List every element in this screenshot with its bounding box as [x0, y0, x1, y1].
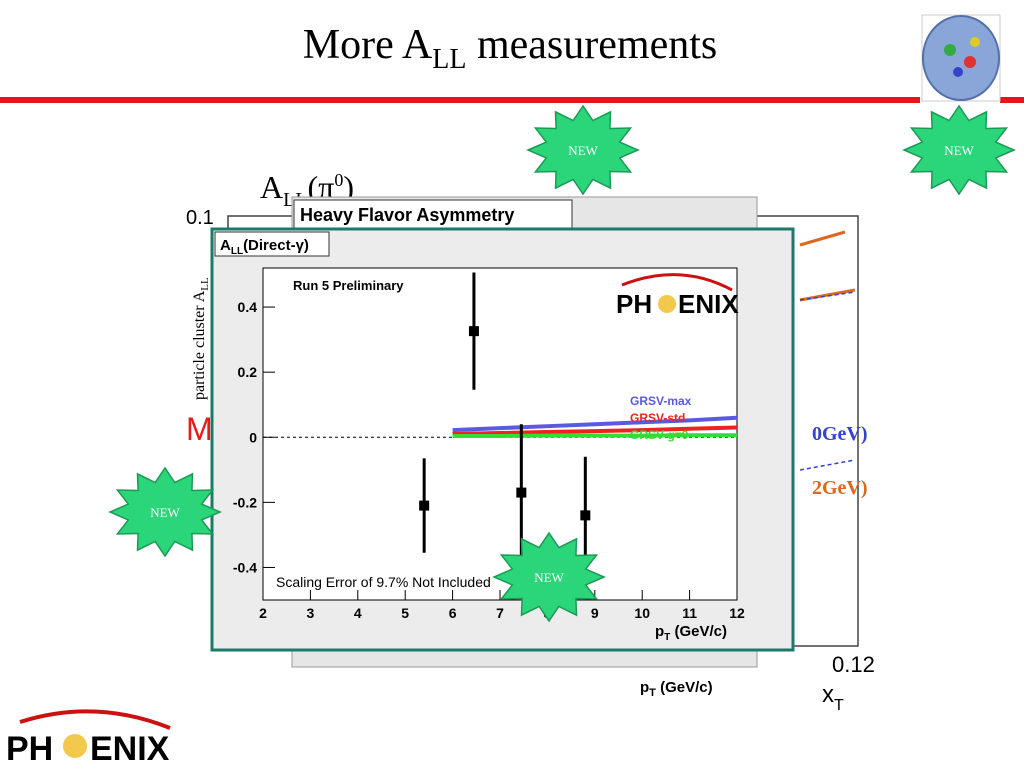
corner-logo — [921, 14, 1001, 102]
chart-title-box — [214, 231, 330, 257]
new-badge — [108, 466, 222, 558]
y-tick-label: 0 — [249, 429, 257, 445]
y-tick-label: -0.4 — [233, 559, 257, 575]
new-badge-label: NEW — [534, 570, 564, 585]
data-point — [580, 510, 591, 521]
note: Scaling Error of 9.7% Not Included — [276, 574, 491, 590]
y-top-label: 0.1 — [186, 207, 214, 229]
x-tick-label: 10 — [634, 605, 650, 621]
x-tick-label: 4 — [354, 605, 362, 621]
x-end-label: 0.12 — [832, 652, 875, 677]
annotation: Run 5 Preliminary — [293, 278, 404, 293]
new-badge-label: NEW — [568, 143, 598, 158]
new-badge — [492, 531, 606, 623]
x-tick-label: 2 — [259, 605, 267, 621]
x-axis-title: pT (GeV/c) — [655, 623, 727, 643]
panel-title: Heavy Flavor Asymmetry — [300, 205, 514, 225]
theory-curve — [452, 433, 737, 438]
x-tick-label: 12 — [729, 605, 745, 621]
legend-label: GRSV-std — [630, 411, 685, 425]
data-point — [516, 487, 527, 498]
data-point — [468, 326, 479, 337]
new-badge — [902, 104, 1016, 196]
chart-title: ALL(Direct-γ) — [220, 237, 309, 257]
x-tick-label: 5 — [401, 605, 409, 621]
x-tick-label: 9 — [591, 605, 599, 621]
slide-title: More ALL measurements — [303, 22, 717, 75]
data-point — [419, 500, 430, 511]
svg-text:ENIX: ENIX — [90, 730, 170, 768]
new-badge-label: NEW — [944, 143, 974, 158]
new-badge-label: NEW — [150, 505, 180, 520]
svg-text:0GeV): 0GeV) — [812, 423, 868, 445]
y-tick-label: 0.4 — [238, 299, 258, 315]
svg-text:2GeV): 2GeV) — [812, 477, 868, 499]
theory-curve — [452, 425, 738, 436]
x-tick-label: 3 — [307, 605, 315, 621]
header-rule — [1000, 97, 1024, 103]
header-rule — [0, 97, 920, 103]
svg-text:PH: PH — [6, 730, 53, 768]
footer-logo: PH ENIX — [6, 709, 171, 768]
svg-text:ENIX: ENIX — [678, 289, 739, 319]
chart-logo: PH ENIX — [616, 273, 739, 319]
y-tick-label: -0.2 — [233, 494, 257, 510]
x-axis-label: xT — [822, 681, 844, 714]
x-tick-label: 7 — [496, 605, 504, 621]
svg-text:M: M — [186, 411, 213, 447]
x-tick-label: 6 — [449, 605, 457, 621]
y-tick-label: 0.2 — [238, 364, 258, 380]
legend-label: GRSV-max — [630, 394, 692, 408]
panel-x-label: pT (GeV/c) — [640, 679, 713, 699]
theory-curve — [452, 415, 738, 433]
panel-y-label: particle cluster ALL — [191, 277, 211, 400]
svg-text:PH: PH — [616, 289, 652, 319]
new-badge — [526, 104, 640, 196]
x-tick-label: 11 — [682, 605, 697, 621]
legend-label: GRSV g=0 — [630, 428, 689, 442]
